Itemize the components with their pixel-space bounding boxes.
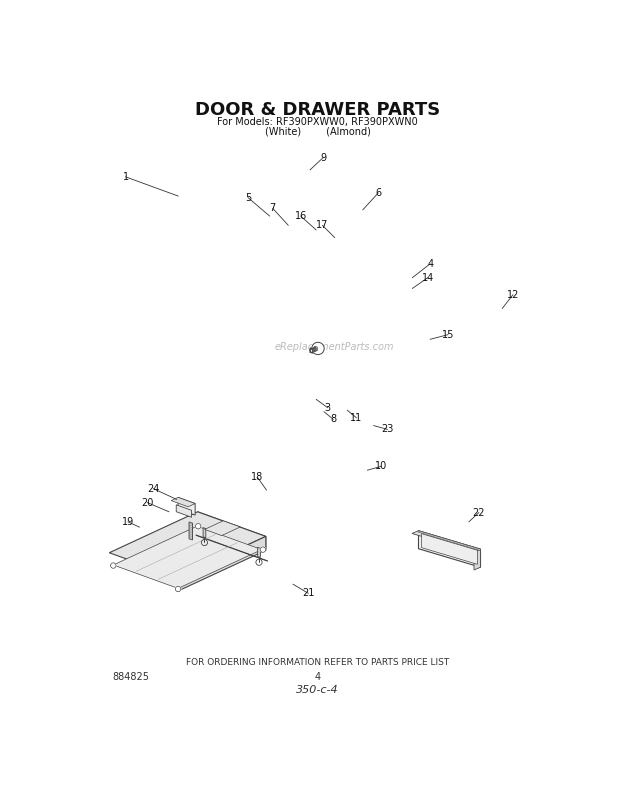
Text: 4: 4	[315, 671, 321, 682]
Polygon shape	[178, 497, 195, 515]
Text: FOR ORDERING INFORMATION REFER TO PARTS PRICE LIST: FOR ORDERING INFORMATION REFER TO PARTS …	[186, 658, 450, 667]
Text: 15: 15	[442, 330, 454, 340]
Text: eReplacementParts.com: eReplacementParts.com	[275, 342, 394, 353]
Text: 10: 10	[375, 461, 388, 471]
Text: DOOR & DRAWER PARTS: DOOR & DRAWER PARTS	[195, 101, 440, 119]
Text: 23: 23	[381, 424, 394, 434]
Text: 350-c-4: 350-c-4	[296, 685, 339, 696]
Polygon shape	[177, 537, 266, 591]
Polygon shape	[474, 549, 480, 570]
Text: 884825: 884825	[112, 671, 149, 682]
Text: 17: 17	[316, 220, 329, 231]
Polygon shape	[311, 349, 321, 353]
Text: 24: 24	[148, 484, 159, 493]
Polygon shape	[313, 348, 315, 352]
Text: 19: 19	[122, 517, 134, 527]
Polygon shape	[314, 347, 316, 351]
Circle shape	[195, 523, 201, 529]
Text: 8: 8	[330, 415, 336, 424]
Polygon shape	[196, 535, 267, 561]
Polygon shape	[310, 348, 313, 349]
Text: 6: 6	[375, 188, 381, 198]
Polygon shape	[258, 547, 260, 557]
Polygon shape	[412, 530, 480, 552]
Polygon shape	[176, 504, 192, 517]
Polygon shape	[198, 512, 266, 550]
Polygon shape	[205, 521, 241, 536]
Text: For Models: RF390PXWW0, RF390PXWN0: For Models: RF390PXWW0, RF390PXWN0	[218, 117, 418, 127]
Polygon shape	[317, 345, 321, 346]
Polygon shape	[203, 527, 206, 538]
Polygon shape	[314, 345, 321, 353]
Text: 12: 12	[507, 290, 519, 300]
Polygon shape	[109, 512, 266, 578]
Polygon shape	[171, 497, 195, 507]
Text: 21: 21	[303, 589, 314, 598]
Polygon shape	[318, 345, 321, 346]
Polygon shape	[312, 349, 314, 352]
Text: (White)        (Almond): (White) (Almond)	[265, 127, 371, 136]
Text: 18: 18	[251, 472, 264, 482]
Polygon shape	[317, 345, 321, 349]
Text: 1: 1	[123, 172, 128, 182]
Circle shape	[312, 342, 324, 355]
Text: 16: 16	[294, 211, 307, 221]
Polygon shape	[418, 530, 480, 567]
Text: 22: 22	[472, 508, 485, 518]
Polygon shape	[311, 345, 321, 349]
Circle shape	[260, 547, 265, 552]
Polygon shape	[310, 349, 312, 353]
Polygon shape	[311, 349, 312, 353]
Text: 7: 7	[270, 203, 276, 213]
Text: 5: 5	[245, 193, 251, 202]
Text: 9: 9	[320, 153, 326, 163]
Text: 14: 14	[422, 273, 434, 283]
Polygon shape	[422, 534, 477, 564]
Polygon shape	[318, 345, 321, 346]
Text: 11: 11	[350, 413, 363, 423]
Text: 3: 3	[325, 403, 331, 413]
Circle shape	[175, 586, 181, 592]
Polygon shape	[418, 530, 480, 551]
Polygon shape	[318, 345, 321, 349]
Circle shape	[110, 563, 116, 568]
Polygon shape	[113, 527, 262, 589]
Polygon shape	[315, 346, 317, 351]
Polygon shape	[189, 522, 192, 540]
Text: 20: 20	[141, 497, 153, 508]
Text: 4: 4	[427, 259, 433, 269]
Polygon shape	[317, 345, 321, 346]
